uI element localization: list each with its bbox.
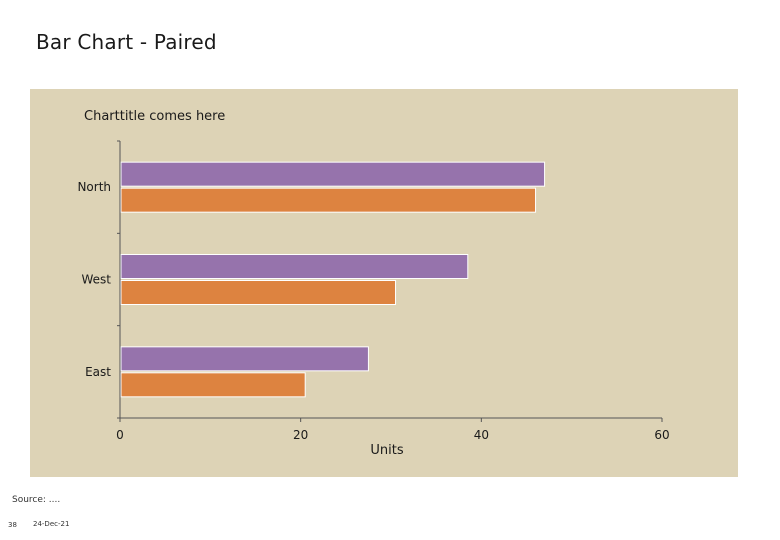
bar-north-series-1	[120, 161, 546, 187]
bar-chart: Charttitle comes here North West East 0 20 40…	[77, 109, 669, 458]
x-tick-label-60: 60	[654, 428, 669, 442]
category-label-east: East	[85, 365, 111, 379]
page-number: 38	[8, 521, 17, 529]
source-note: Source: ....	[12, 495, 61, 505]
x-axis-label: Units	[370, 443, 403, 458]
x-tick-label-0: 0	[116, 428, 124, 442]
bar-west-series-2	[120, 280, 397, 305]
slide-title: Bar Chart - Paired	[36, 30, 217, 54]
bar-west-series-1	[120, 254, 469, 279]
category-label-north: North	[77, 180, 111, 194]
bar-east-series-1	[120, 346, 369, 372]
x-tick-label-40: 40	[474, 428, 489, 442]
chart-title: Charttitle comes here	[84, 109, 225, 124]
bar-north-series-2	[120, 187, 537, 213]
x-tick-label-20: 20	[293, 428, 308, 442]
bar-east-series-2	[120, 372, 306, 398]
category-label-west: West	[81, 273, 111, 287]
chart-panel: Charttitle comes here North West East 0 20 40…	[30, 89, 738, 477]
slide-date: 24-Dec-21	[33, 520, 70, 528]
